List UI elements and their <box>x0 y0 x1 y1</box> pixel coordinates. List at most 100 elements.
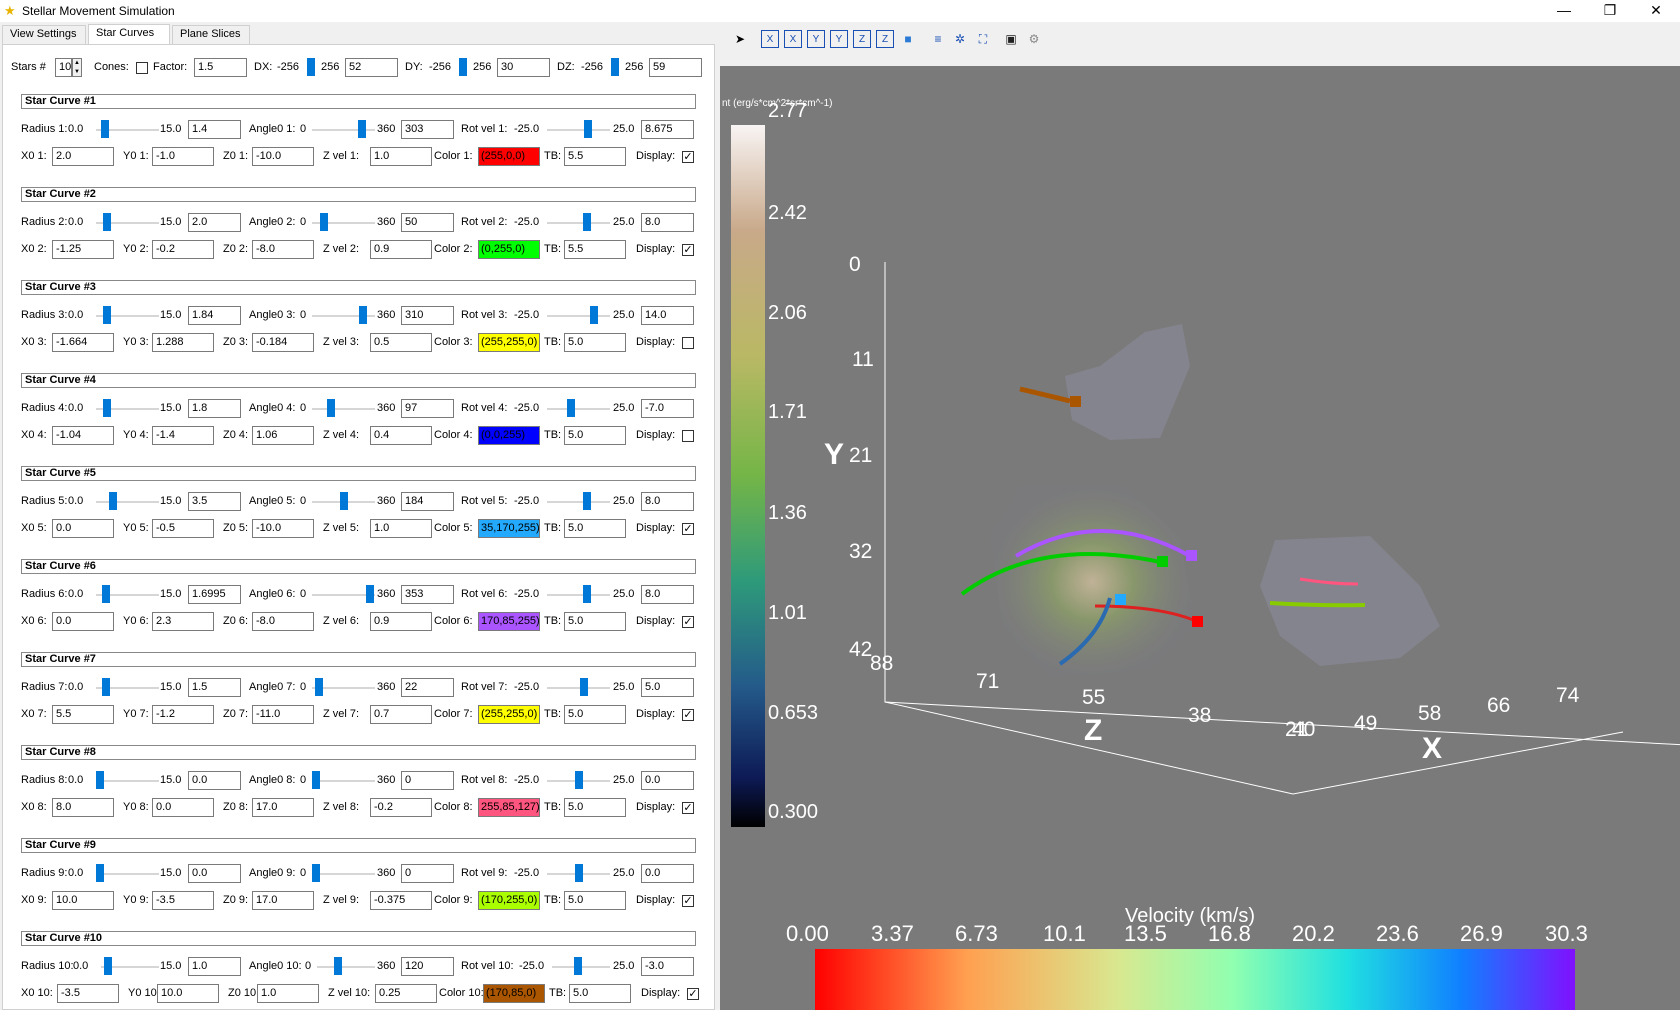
y0-input[interactable]: -1.4 <box>152 426 214 445</box>
z0-input[interactable]: -10.0 <box>252 519 314 538</box>
angle-input[interactable]: 22 <box>401 678 454 697</box>
y0-input[interactable]: 10.0 <box>157 984 219 1003</box>
zvel-input[interactable]: 0.5 <box>370 333 432 352</box>
radius-slider[interactable] <box>103 213 112 231</box>
tb-input[interactable]: 5.0 <box>564 426 626 445</box>
angle-input[interactable]: 353 <box>401 585 454 604</box>
view-x-minus-icon[interactable]: X <box>784 30 802 48</box>
zvel-input[interactable]: 1.0 <box>370 519 432 538</box>
display-checkbox[interactable]: ✓ <box>682 151 694 163</box>
rotvel-slider[interactable] <box>583 492 592 510</box>
radius-input[interactable]: 1.8 <box>188 399 241 418</box>
zvel-input[interactable]: 0.4 <box>370 426 432 445</box>
y0-input[interactable]: -0.2 <box>152 240 214 259</box>
angle-input[interactable]: 0 <box>401 864 454 883</box>
angle-input[interactable]: 120 <box>401 957 454 976</box>
rotvel-slider[interactable] <box>583 585 592 603</box>
x0-input[interactable]: -1.25 <box>52 240 114 259</box>
tb-input[interactable]: 5.0 <box>564 333 626 352</box>
z0-input[interactable]: 17.0 <box>252 891 314 910</box>
z0-input[interactable]: -10.0 <box>252 147 314 166</box>
tb-input[interactable]: 5.5 <box>564 240 626 259</box>
y0-input[interactable]: -1.2 <box>152 705 214 724</box>
color-swatch-button[interactable]: (0,0,255) <box>478 426 540 445</box>
angle-slider[interactable] <box>319 213 328 231</box>
angle-slider[interactable] <box>365 585 374 603</box>
z0-input[interactable]: -8.0 <box>252 240 314 259</box>
tb-input[interactable]: 5.0 <box>564 891 626 910</box>
view-y-plus-icon[interactable]: Y <box>807 30 825 48</box>
zvel-input[interactable]: -0.375 <box>370 891 432 910</box>
display-checkbox[interactable]: ✓ <box>682 616 694 628</box>
rotvel-input[interactable]: 5.0 <box>641 678 694 697</box>
cones-checkbox[interactable] <box>136 62 148 74</box>
angle-input[interactable]: 310 <box>401 306 454 325</box>
display-checkbox[interactable] <box>682 430 694 442</box>
close-button[interactable]: ✕ <box>1650 2 1662 18</box>
angle-slider[interactable] <box>333 957 342 975</box>
radius-slider[interactable] <box>102 306 111 324</box>
radius-slider[interactable] <box>104 957 113 975</box>
angle-slider[interactable] <box>326 399 335 417</box>
y0-input[interactable]: 0.0 <box>152 798 214 817</box>
rotvel-input[interactable]: 8.675 <box>641 120 694 139</box>
rotvel-slider[interactable] <box>589 306 598 324</box>
display-checkbox[interactable]: ✓ <box>682 802 694 814</box>
color-swatch-button[interactable]: (255,255,0) <box>478 705 540 724</box>
3d-viewport[interactable]: nt (erg/s*cm^2*sr*cm^-1) 2.77 2.42 2.06 … <box>720 66 1680 1010</box>
display-checkbox[interactable]: ✓ <box>687 988 699 1000</box>
angle-slider[interactable] <box>312 771 320 789</box>
x0-input[interactable]: 2.0 <box>52 147 114 166</box>
z0-input[interactable]: -8.0 <box>252 612 314 631</box>
stars-spinbox[interactable]: 10 <box>55 58 72 77</box>
rotvel-input[interactable]: 8.0 <box>641 492 694 511</box>
color-swatch-button[interactable]: (170,255,0) <box>478 891 540 910</box>
tb-input[interactable]: 5.0 <box>564 612 626 631</box>
angle-slider[interactable] <box>340 492 349 510</box>
x0-input[interactable]: 10.0 <box>52 891 114 910</box>
angle-slider[interactable] <box>359 306 368 324</box>
radius-input[interactable]: 3.5 <box>188 492 241 511</box>
radius-input[interactable]: 1.6995 <box>188 585 241 604</box>
dz-input[interactable]: 59 <box>649 58 702 77</box>
dx-input[interactable]: 52 <box>345 58 398 77</box>
color-swatch-button[interactable]: 255,85,127) <box>478 798 540 817</box>
radius-input[interactable]: 1.4 <box>188 120 241 139</box>
isometric-cube-icon[interactable]: ■ <box>904 32 912 46</box>
angle-input[interactable]: 184 <box>401 492 454 511</box>
rotvel-input[interactable]: -3.0 <box>641 957 694 976</box>
x0-input[interactable]: -1.04 <box>52 426 114 445</box>
tb-input[interactable]: 5.0 <box>564 519 626 538</box>
display-checkbox[interactable]: ✓ <box>682 895 694 907</box>
y0-input[interactable]: -0.5 <box>152 519 214 538</box>
angle-input[interactable]: 0 <box>401 771 454 790</box>
radius-input[interactable]: 0.0 <box>188 771 241 790</box>
x0-input[interactable]: -1.664 <box>52 333 114 352</box>
zvel-input[interactable]: 1.0 <box>370 147 432 166</box>
radius-slider[interactable] <box>96 864 104 882</box>
fit-view-icon[interactable]: ⛶ <box>978 32 988 46</box>
rotvel-slider[interactable] <box>583 213 592 231</box>
tb-input[interactable]: 5.0 <box>569 984 631 1003</box>
angle-slider[interactable] <box>358 120 367 138</box>
rotvel-input[interactable]: 0.0 <box>641 864 694 883</box>
x0-input[interactable]: -3.5 <box>57 984 119 1003</box>
rotvel-slider[interactable] <box>574 771 583 789</box>
factor-input[interactable]: 1.5 <box>194 58 247 77</box>
tab-plane-slices[interactable]: Plane Slices <box>172 25 250 44</box>
tab-star-curves[interactable]: Star Curves <box>88 24 170 45</box>
zvel-input[interactable]: 0.25 <box>375 984 437 1003</box>
settings-gear-icon[interactable]: ⚙ <box>1028 32 1040 46</box>
dx-slider[interactable] <box>307 58 315 76</box>
x0-input[interactable]: 0.0 <box>52 519 114 538</box>
view-y-minus-icon[interactable]: Y <box>830 30 848 48</box>
zvel-input[interactable]: 0.9 <box>370 612 432 631</box>
dy-input[interactable]: 30 <box>497 58 550 77</box>
color-swatch-button[interactable]: 35,170,255) <box>478 519 540 538</box>
y0-input[interactable]: -1.0 <box>152 147 214 166</box>
color-swatch-button[interactable]: (255,255,0) <box>478 333 540 352</box>
x0-input[interactable]: 8.0 <box>52 798 114 817</box>
color-swatch-button[interactable]: 170,85,255) <box>478 612 540 631</box>
z0-input[interactable]: -11.0 <box>252 705 314 724</box>
stack-icon[interactable]: ≡ <box>934 32 942 46</box>
